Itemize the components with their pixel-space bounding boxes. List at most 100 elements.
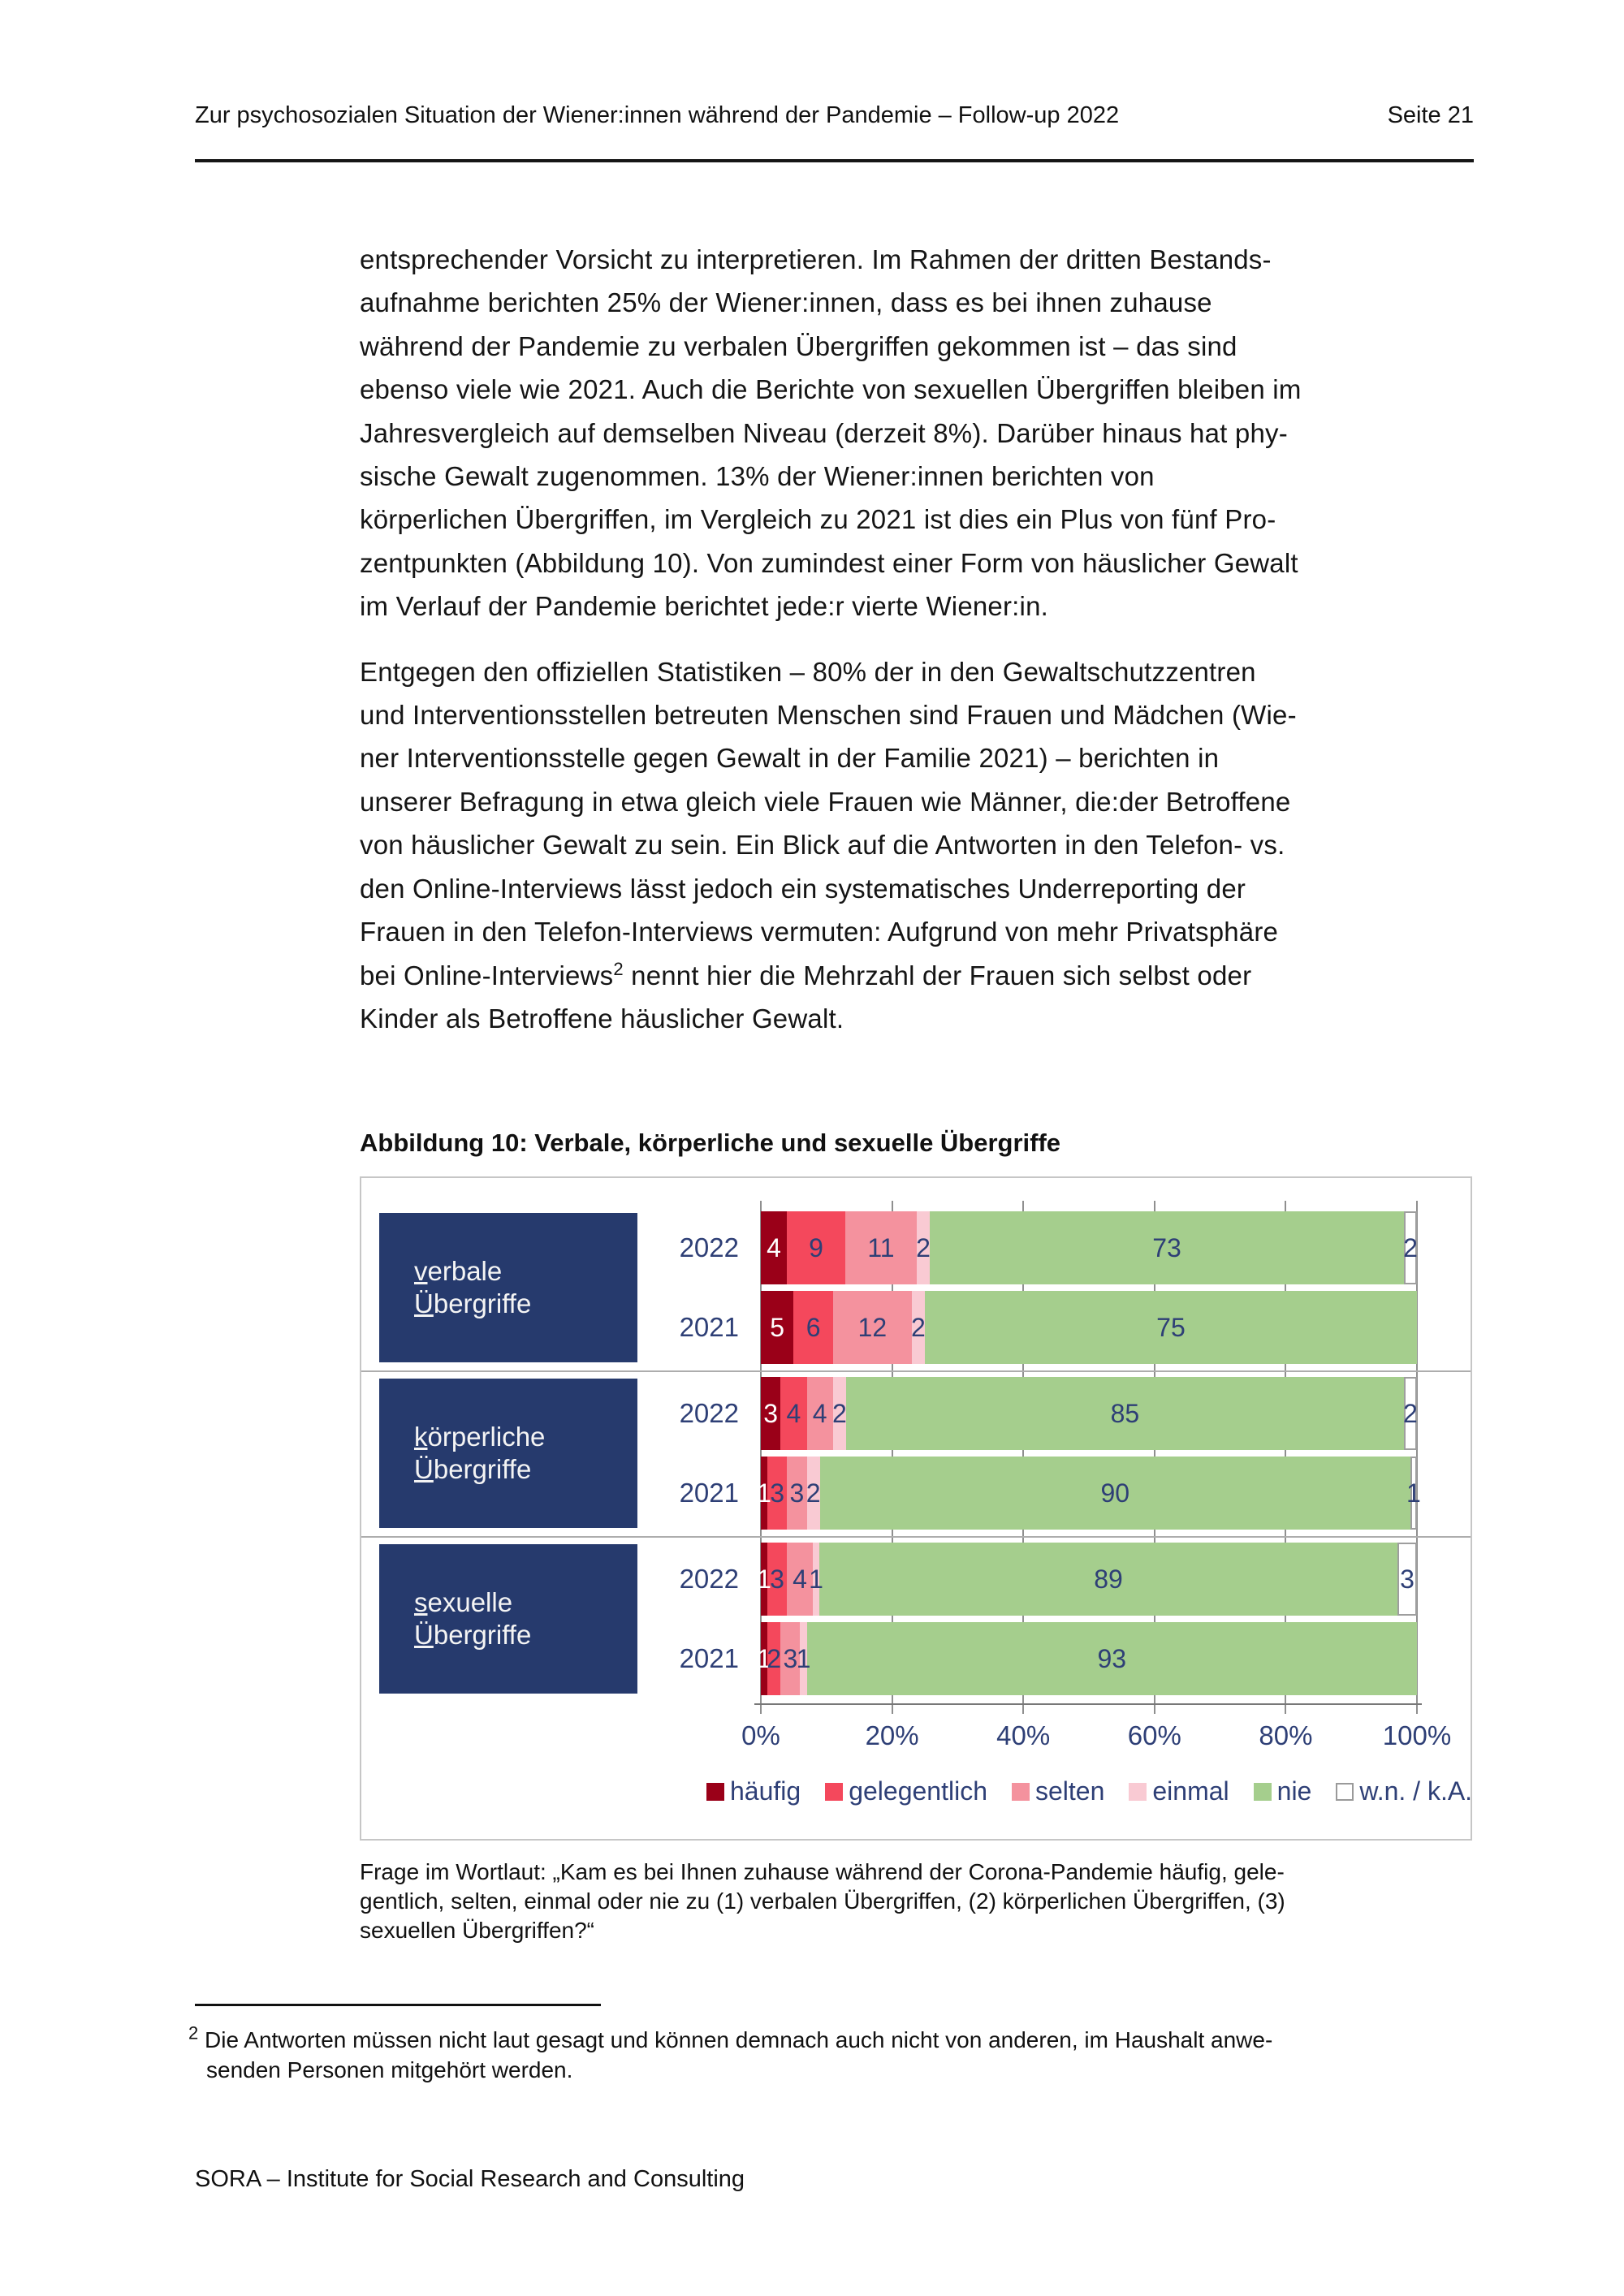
bar-segment-einmal: 2 (832, 1377, 847, 1450)
body-text-line: den Online-Interviews lässt jedoch ein s… (360, 873, 1246, 904)
bar-segment-einmal: 2 (911, 1291, 926, 1364)
legend-label: w.n. / k.A. (1359, 1776, 1473, 1806)
segment-value: 3 (770, 1564, 784, 1594)
segment-value: 89 (1094, 1564, 1123, 1594)
segment-value: 11 (867, 1232, 895, 1262)
body-text-line: sische Gewalt zugenommen. 13% der Wiener… (360, 461, 1155, 492)
header-title: Zur psychosozialen Situation der Wiener:… (195, 102, 1120, 128)
bar-segment-häufig: 1 (757, 1543, 771, 1616)
gridline (1416, 1201, 1418, 1714)
body-text-line: aufnahme berichten 25% der Wiener:innen,… (360, 287, 1212, 318)
segment-value: 1 (757, 1564, 771, 1594)
bar-segment-nie: 75 (924, 1291, 1417, 1364)
category-label: körperliche (414, 1422, 546, 1452)
segment-value: 4 (767, 1232, 781, 1262)
x-axis-tick-label: 0% (741, 1720, 780, 1750)
x-axis-tick-label: 40% (996, 1720, 1051, 1750)
figure-frame: 0% 20% 40% 60% 80% 100% verbale Übergriffe 2022 4… (360, 1176, 1472, 1841)
page-number: Seite 21 (1387, 102, 1474, 128)
category-box-verbale: verbale Übergriffe (379, 1213, 637, 1362)
bar-sexuelle-2021: 1 2 3 1 93 (757, 1622, 1417, 1695)
segment-value: 3 (783, 1643, 798, 1673)
legend-item-gelegentlich: gelegentlich (825, 1776, 987, 1806)
bar-segment-selten: 12 (832, 1291, 912, 1364)
caption-line: Frage im Wortlaut: „Kam es bei Ihnen zuh… (360, 1859, 1285, 1884)
bar-segment-w-n-k-a: 2 (1403, 1377, 1418, 1450)
category-box-körperliche: körperliche Übergriffe (379, 1379, 637, 1528)
year-label: 2021 (679, 1643, 739, 1673)
bar-segment-gelegentlich: 9 (787, 1211, 845, 1284)
segment-value: 2 (832, 1398, 847, 1428)
segment-value: 90 (1100, 1478, 1130, 1508)
bar-segment-nie: 89 (819, 1543, 1397, 1616)
legend-item-nie: nie (1253, 1776, 1311, 1806)
year-label: 2021 (679, 1478, 739, 1508)
segment-value: 1 (809, 1564, 823, 1594)
x-axis-tick-label: 60% (1127, 1720, 1181, 1750)
segment-value: 2 (806, 1478, 821, 1508)
legend-label: häufig (730, 1776, 801, 1806)
body-text-line: im Verlauf der Pandemie berichtet jede:r… (360, 591, 1048, 622)
legend-item-w-n-k-a: w.n. / k.A. (1336, 1776, 1472, 1806)
segment-value: 73 (1152, 1232, 1181, 1262)
segment-value: 9 (809, 1232, 823, 1262)
segment-value: 75 (1156, 1312, 1186, 1342)
segment-value: 4 (812, 1398, 827, 1428)
bar-segment-w-n-k-a: 3 (1397, 1543, 1417, 1616)
segment-value: 3 (789, 1478, 805, 1508)
segment-value: 12 (857, 1312, 888, 1342)
legend-swatch (1253, 1782, 1272, 1801)
chart-legend: häufig gelegentlich selten einmal nie w.n. / … (706, 1776, 1472, 1806)
bar-sexuelle-2022: 1 3 4 1 89 3 (757, 1543, 1417, 1616)
category-label: verbale (414, 1256, 503, 1286)
bar-segment-einmal: 1 (797, 1622, 810, 1695)
segment-value: 1 (757, 1478, 771, 1508)
segment-value: 93 (1097, 1643, 1127, 1673)
bar-segment-selten: 3 (780, 1622, 801, 1695)
body-text-line: bei Online-Interviews2 nennt hier die Me… (360, 954, 1492, 997)
segment-value: 2 (916, 1232, 931, 1262)
body-text-line: Frauen in den Telefon-Interviews vermute… (360, 917, 1279, 947)
segment-value: 1 (1406, 1478, 1421, 1508)
bar-segment-selten: 3 (787, 1457, 807, 1530)
body-text-line: Jahresvergleich auf demselben Niveau (de… (360, 417, 1288, 448)
legend-swatch (825, 1782, 844, 1801)
segment-value: 2 (1403, 1398, 1418, 1428)
category-label: Übergriffe (414, 1620, 532, 1650)
group-separator-line (361, 1370, 1471, 1372)
bar-segment-einmal: 2 (916, 1211, 931, 1284)
bar-segment-nie: 90 (819, 1457, 1410, 1530)
body-text-line: ner Interventionsstelle gegen Gewalt in … (360, 743, 1220, 774)
bar-verbale-2022: 4 9 11 2 73 2 (761, 1211, 1418, 1284)
bar-segment-gelegentlich: 3 (767, 1543, 787, 1616)
segment-value: 6 (806, 1312, 821, 1342)
body-text-line: Kinder als Betroffene häuslicher Gewalt. (360, 1003, 844, 1034)
body-text-line: von häuslicher Gewalt zu sein. Ein Blick… (360, 830, 1285, 861)
bar-segment-gelegentlich: 2 (767, 1622, 781, 1695)
body-text-line: und Interventionsstellen betreuten Mensc… (360, 700, 1297, 731)
category-label: Übergriffe (414, 1288, 532, 1318)
year-label: 2021 (679, 1312, 739, 1342)
page-header: Zur psychosozialen Situation der Wiener:… (195, 102, 1474, 129)
segment-value: 2 (911, 1312, 926, 1342)
footnote-marker: 2 (188, 2022, 199, 2044)
body-text-line: entsprechender Vorsicht zu interpretiere… (360, 244, 1272, 274)
figure-title: Abbildung 10: Verbale, körperliche und s… (360, 1129, 1061, 1157)
body-text-line: Entgegen den offiziellen Statistiken – 8… (360, 656, 1256, 687)
bar-segment-nie: 73 (929, 1211, 1404, 1284)
body-text-line: ebenso viele wie 2021. Auch die Berichte… (360, 374, 1302, 405)
footnote-line: senden Personen mitgehört werden. (206, 2057, 573, 2082)
legend-label: gelegentlich (849, 1776, 987, 1806)
year-label: 2022 (679, 1398, 739, 1428)
year-label: 2022 (679, 1232, 739, 1262)
bar-segment-gelegentlich: 4 (780, 1377, 807, 1450)
bar-segment-gelegentlich: 6 (793, 1291, 833, 1364)
bar-segment-einmal: 1 (809, 1543, 823, 1616)
segment-value: 2 (1403, 1232, 1418, 1262)
group-separator-line (361, 1536, 1471, 1538)
legend-swatch (1129, 1782, 1147, 1801)
segment-value: 85 (1110, 1398, 1140, 1428)
caption-line: gentlich, selten, einmal oder nie zu (1)… (360, 1888, 1285, 1914)
bar-segment-nie: 85 (846, 1377, 1404, 1450)
